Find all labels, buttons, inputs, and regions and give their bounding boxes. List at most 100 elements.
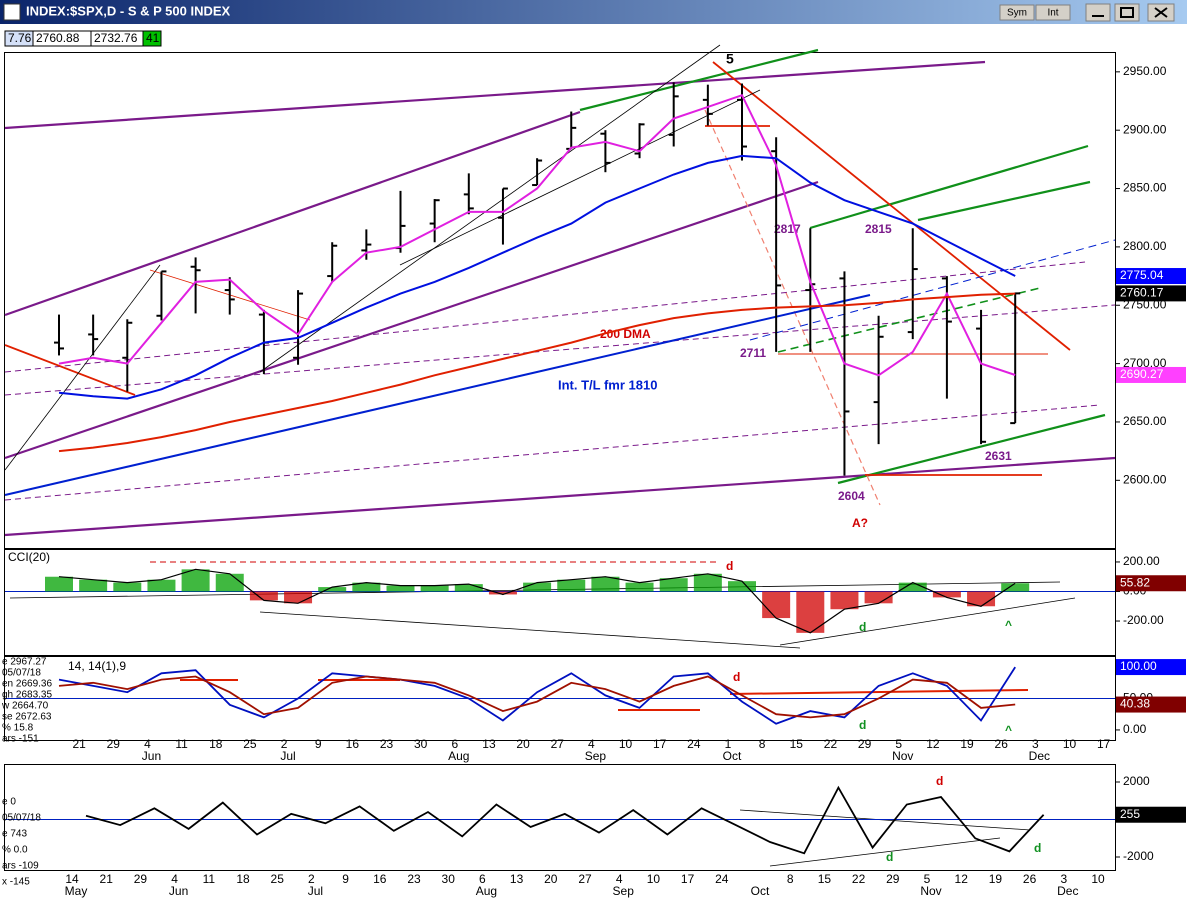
- x-tick-label: 17: [1097, 737, 1111, 751]
- annotation: d: [936, 774, 943, 788]
- x-tick-label: 19: [960, 737, 974, 751]
- annotation: 2604: [838, 489, 865, 503]
- panel-title: CCI(20): [8, 550, 50, 564]
- histogram-bar: [523, 582, 552, 592]
- month-label: May: [65, 884, 88, 898]
- info-text: x -145: [2, 877, 30, 888]
- x-tick-label: 22: [852, 872, 866, 886]
- series-line: [58, 568, 1016, 634]
- x-tick-label: 4: [171, 872, 178, 886]
- trend-line: [399, 89, 761, 266]
- trend-line: [4, 60, 986, 130]
- x-tick-label: 14: [65, 872, 79, 886]
- x-tick-label: 2: [281, 737, 288, 751]
- info-text: 05/07/18: [2, 668, 41, 679]
- x-tick-label: 1: [725, 737, 732, 751]
- minimize-button[interactable]: [1085, 3, 1111, 22]
- histogram-bar: [45, 576, 73, 592]
- annotation: 2815: [865, 222, 892, 236]
- month-label: Oct: [751, 884, 770, 898]
- annotation: d: [726, 559, 733, 573]
- last-value-box: [1116, 696, 1186, 713]
- sym-button[interactable]: [999, 4, 1035, 21]
- histogram-bar: [659, 578, 688, 592]
- x-tick-label: 29: [107, 737, 121, 751]
- last-value-label: 40.38: [1120, 697, 1150, 711]
- y-tick-label: 2900.00: [1123, 122, 1167, 136]
- y-tick-label: -2000: [1123, 849, 1154, 863]
- x-tick-label: 26: [1023, 872, 1037, 886]
- y-tick-label: 2800.00: [1123, 239, 1167, 253]
- histogram-bar: [1001, 583, 1030, 592]
- header-value: 7.76: [8, 31, 32, 45]
- x-tick-label: 4: [588, 737, 595, 751]
- last-value-label: 2775.04: [1120, 268, 1164, 282]
- sym-button-label[interactable]: Sym: [1007, 8, 1027, 19]
- annotation: d: [859, 620, 866, 634]
- histogram-bar: [181, 569, 210, 592]
- last-value-box: [1116, 575, 1186, 592]
- trend-line: [777, 287, 1041, 353]
- last-value-box: [1116, 285, 1186, 302]
- x-tick-label: 10: [647, 872, 661, 886]
- histogram-bar: [113, 582, 142, 592]
- histogram-bar: [625, 582, 654, 592]
- series-line: [58, 675, 1016, 719]
- trend-line: [4, 404, 1101, 501]
- annotation: d: [733, 670, 740, 684]
- y-tick-label: 2000: [1123, 774, 1150, 788]
- annotation: 2711: [740, 346, 766, 360]
- x-tick-label: 29: [858, 737, 872, 751]
- x-tick-label: 3: [1060, 872, 1067, 886]
- trend-line: [704, 109, 881, 506]
- info-text: e 0: [2, 797, 16, 808]
- last-value-box: [1116, 366, 1186, 383]
- last-value-label: 55.82: [1120, 575, 1150, 589]
- month-label: Jun: [142, 749, 161, 763]
- x-tick-label: 20: [544, 872, 558, 886]
- last-value-label: 255: [1120, 807, 1140, 821]
- x-tick-label: 24: [715, 872, 729, 886]
- month-label: Sep: [613, 884, 635, 898]
- header-row: [0, 26, 1187, 50]
- x-tick-label: 26: [995, 737, 1009, 751]
- maximize-button[interactable]: [1114, 3, 1140, 22]
- header-value: 2760.88: [36, 31, 80, 45]
- x-tick-label: 22: [824, 737, 838, 751]
- annotation: Int. T/L fmr 1810: [558, 377, 657, 392]
- histogram-bar: [488, 591, 517, 595]
- histogram-bar: [318, 587, 347, 592]
- app-icon: [3, 3, 21, 21]
- header-value: 41: [146, 31, 160, 45]
- last-value-box: [1116, 268, 1186, 285]
- histogram-bar: [557, 579, 586, 592]
- trend-line: [4, 304, 1116, 396]
- window-title: INDEX:$SPX,D - S & P 500 INDEX: [26, 3, 231, 18]
- y-tick-label: 2950.00: [1123, 64, 1167, 78]
- int-button[interactable]: [1035, 4, 1071, 21]
- x-tick-label: 4: [144, 737, 151, 751]
- x-tick-label: 21: [72, 737, 86, 751]
- month-label: Dec: [1029, 749, 1050, 763]
- info-text: % 15.8: [2, 723, 34, 734]
- histogram-bar: [967, 591, 996, 607]
- trend-line: [4, 261, 1086, 373]
- trend-line: [259, 44, 721, 373]
- x-tick-label: 25: [271, 872, 285, 886]
- trend-line: [4, 344, 136, 396]
- int-button-label[interactable]: Int: [1047, 8, 1058, 19]
- last-value-box: [1116, 806, 1186, 823]
- x-tick-label: 18: [236, 872, 250, 886]
- info-text: en 2669.36: [2, 679, 52, 690]
- series-line: [58, 154, 1016, 400]
- histogram-bar: [215, 573, 244, 592]
- x-tick-label: 17: [653, 737, 667, 751]
- info-text: ars -151: [2, 734, 39, 745]
- histogram-bar: [898, 582, 927, 592]
- histogram-bar: [352, 582, 381, 592]
- month-label: Jun: [169, 884, 188, 898]
- y-tick-label: 2600.00: [1123, 472, 1167, 486]
- cci-panel: [4, 549, 1116, 656]
